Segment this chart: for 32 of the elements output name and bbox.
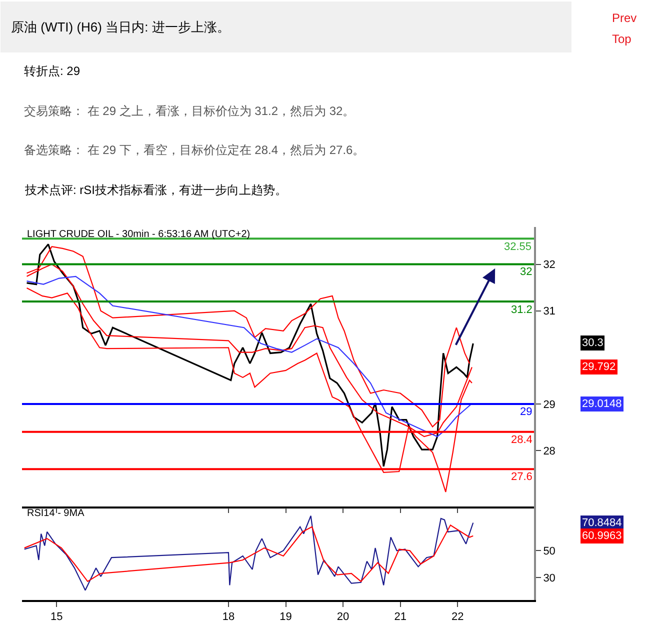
x-tick-label: 18 [222,611,235,623]
y-tick-label: 29 [543,398,556,411]
y-tick-label: 30 [543,572,556,584]
ref-line-label: 31.2 [511,304,532,316]
chart-title: 原油 (WTI) (H6) 当日内: 进一步上涨。 [11,20,230,34]
ref-line-label: 32 [520,266,532,278]
text: Top [612,32,632,46]
ref-line-label: 27.6 [511,471,532,483]
chart-title: RSI14 - 9MA [27,508,85,519]
text: Prev [612,11,637,25]
text: 转折点: 29 [24,64,80,78]
y-tick-label: 32 [543,259,556,272]
ref-line-label: 28.4 [511,434,532,446]
text: 29.0148 [582,398,622,410]
ref-line-label: 32.55 [504,241,532,253]
x-tick-label: 19 [280,611,292,623]
y-tick-label: 31 [543,306,556,318]
y-tick-label: 28 [543,445,556,458]
x-tick-label: 15 [50,611,63,623]
text: 30.3 [582,337,604,349]
y-tick-label: 50 [543,545,556,558]
ref-line-label: 29 [520,406,532,418]
text: 60.9963 [582,530,622,542]
x-tick-label: 21 [394,611,406,623]
text: 交易策略： 在 29 之上，看涨，目标价位为 31.2，然后为 32。 [24,104,355,118]
text: 70.8484 [582,517,622,529]
x-tick-label: 20 [336,611,350,623]
text: 29.792 [582,361,616,373]
x-tick-label: 22 [451,611,464,623]
text: 备选策略： 在 29 下，看空，目标价位定在 28.4，然后为 27.6。 [24,143,365,157]
text: 技术点评: rSI技术指标看涨，有进一步向上趋势。 [24,183,288,197]
chart-subtitle: LIGHT CRUDE OIL - 30min - 6:53:16 AM (UTC+2) [27,229,250,240]
